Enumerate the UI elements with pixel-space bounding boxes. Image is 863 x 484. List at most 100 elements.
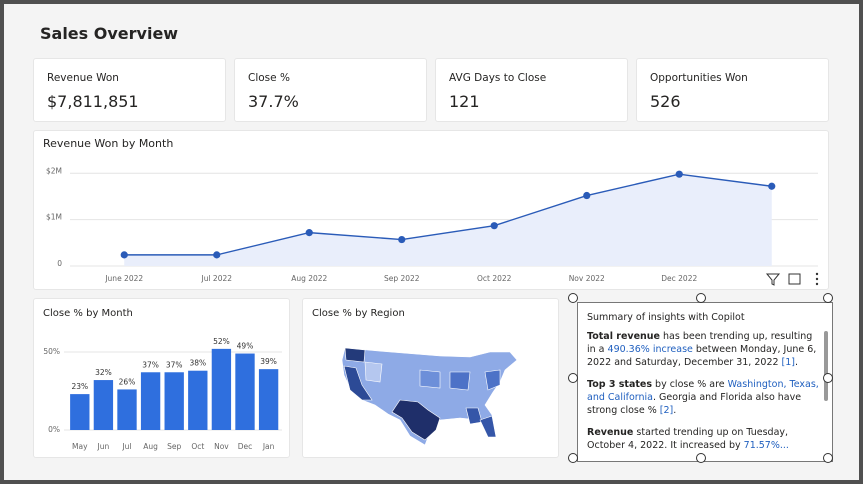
more-icon[interactable] [815,272,819,286]
insight: Total revenue has been trending up, resu… [587,330,821,369]
data-label: 37% [166,360,183,369]
resize-handle[interactable] [823,373,833,383]
x-tick-label: Sep 2022 [384,274,420,283]
data-label: 39% [260,357,277,366]
y-tick-label: 50% [43,347,60,356]
insight-link[interactable]: 490.36% increase [607,344,693,355]
insight-text: . Georgia and Florida also have strong c… [587,392,802,416]
insight-link[interactable]: Washington, Texas, and California [587,379,819,403]
bar [211,348,232,430]
map-title: Close % by Region [312,308,405,319]
point [490,222,498,230]
bar [188,370,208,430]
x-tick-label: Aug [143,442,158,451]
data-label: 49% [237,342,254,351]
charts-layer: Revenue Won by Month Close % by Month Cl… [43,137,826,451]
copilot-insights[interactable]: Summary of insights with Copilot Total r… [577,302,833,462]
x-tick-label: Nov [214,442,229,451]
kpi-card[interactable]: Opportunities Won 526 [636,58,829,122]
insight-subject: Total revenue [587,331,660,342]
kpi-value: 526 [650,92,681,111]
bar [117,389,137,430]
insight-subject: Revenue [587,427,634,438]
page-title: Sales Overview [40,24,179,43]
bar [93,380,114,430]
insight-text: between Monday, June 6, 2022 and Saturda… [587,344,817,368]
insight-text: by close % are [652,379,728,390]
y-tick-label: $2M [46,166,62,175]
line [124,173,772,256]
kpi-label: Opportunities Won [650,72,748,84]
kpi-value: $7,811,851 [47,92,139,111]
x-tick-label: Nov 2022 [569,274,605,283]
filter-icon[interactable] [765,273,781,286]
point [675,170,683,178]
x-tick-label: June 2022 [104,274,143,283]
x-tick-label: Oct [191,442,204,451]
resize-handle[interactable] [568,373,578,383]
area [124,174,772,266]
focus-icon[interactable] [788,273,801,285]
resize-handle[interactable] [823,453,833,463]
chart-title: Revenue Won by Month [43,137,173,150]
bar [140,372,161,430]
x-tick-label: Jul [121,442,131,451]
insights-body: Total revenue has been trending up, resu… [587,330,821,458]
insights-title: Summary of insights with Copilot [587,312,745,323]
kpi-card[interactable]: AVG Days to Close 121 [435,58,628,122]
citation[interactable]: [2] [659,405,674,416]
insight-text: . [673,405,677,416]
chart-title: Close % by Month [43,308,133,319]
insight: Top 3 states by close % are Washington, … [587,378,821,417]
kpi-card[interactable]: Close % 37.7% [234,58,427,122]
x-tick-label: Dec 2022 [661,274,697,283]
resize-handle[interactable] [696,293,706,303]
data-label: 38% [189,359,206,368]
x-tick-label: Jun [97,442,110,451]
kpi-label: AVG Days to Close [449,72,547,84]
us-map [341,347,518,446]
x-tick-label: May [72,442,88,451]
resize-handle[interactable] [568,293,578,303]
bar [164,372,184,430]
insight-text: started trending up on Tuesday, October … [587,427,789,451]
insight: Revenue started trending up on Tuesday, … [587,426,821,452]
x-tick-label: Jul 2022 [200,274,232,283]
kpi-label: Close % [248,72,290,84]
resize-handle[interactable] [823,293,833,303]
bar [258,369,279,430]
kpi-card[interactable]: Revenue Won $7,811,851 [33,58,226,122]
kpi-value: 121 [449,92,480,111]
bar [70,394,90,430]
resize-handle[interactable] [696,453,706,463]
insight-text: has been trending up, resulting in a [587,331,813,355]
x-tick-label: Jan [262,442,275,451]
x-tick-label: Sep [167,442,181,451]
insight-text: . [795,357,799,368]
data-label: 52% [213,337,230,346]
point [398,235,406,244]
point [768,182,776,190]
y-tick-label: 0% [48,425,60,434]
x-tick-label: Aug 2022 [291,274,327,283]
data-label: 23% [71,382,88,391]
citation[interactable]: [1] [781,357,796,368]
bar [235,353,255,430]
data-label: 32% [95,368,112,377]
insight-link[interactable]: 71.57%... [743,440,789,451]
x-tick-label: Oct 2022 [477,274,512,283]
point [305,229,313,237]
data-label: 26% [119,377,136,386]
insight-subject: Top 3 states [587,379,653,390]
kpi-label: Revenue Won [47,72,119,84]
scrollbar[interactable] [824,331,828,401]
point [120,251,128,259]
y-tick-label: 0 [57,259,62,268]
y-tick-label: $1M [46,213,62,222]
resize-handle[interactable] [568,453,578,463]
data-label: 37% [142,360,159,369]
kpi-value: 37.7% [248,92,299,111]
point [213,251,221,259]
x-tick-label: Dec [238,442,253,451]
